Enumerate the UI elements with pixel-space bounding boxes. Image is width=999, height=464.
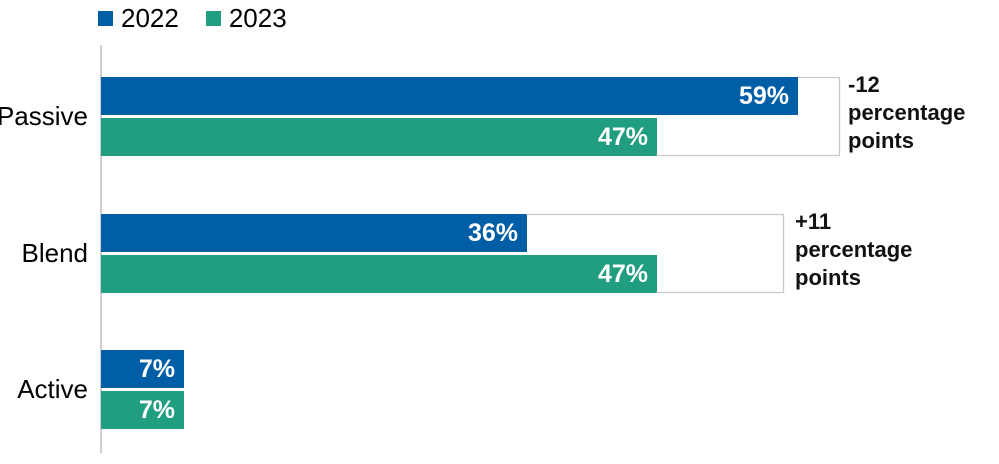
bar-passive-2022: 59% bbox=[101, 77, 798, 115]
legend-swatch-2023 bbox=[205, 10, 221, 26]
category-label-blend: Blend bbox=[21, 238, 89, 268]
legend-label-2022: 2022 bbox=[121, 3, 179, 33]
bars-active: 7% 7% bbox=[101, 350, 999, 429]
annotation-passive: -12 percentage points bbox=[848, 71, 998, 155]
category-label-passive: Passive bbox=[0, 101, 88, 131]
bar-blend-2022: 36% bbox=[101, 214, 527, 252]
annotation-line: points bbox=[848, 128, 914, 153]
legend-item-2023: 2023 bbox=[205, 3, 287, 33]
bar-active-2023: 7% bbox=[101, 391, 184, 429]
bar-value-label: 36% bbox=[467, 219, 518, 247]
bar-value-label: 47% bbox=[597, 260, 648, 288]
bar-value-label: 59% bbox=[738, 82, 789, 110]
legend-item-2022: 2022 bbox=[98, 3, 179, 33]
annotation-line: +11 bbox=[795, 209, 832, 234]
legend-label-2023: 2023 bbox=[228, 3, 287, 33]
bar-value-label: 7% bbox=[138, 396, 175, 424]
bar-value-label: 47% bbox=[597, 123, 648, 151]
bar-passive-2023: 47% bbox=[101, 118, 657, 156]
bar-value-label: 7% bbox=[138, 355, 175, 383]
bar-active-2022: 7% bbox=[101, 350, 184, 388]
annotation-blend: +11 percentage points bbox=[795, 208, 945, 292]
category-label-active: Active bbox=[17, 374, 88, 404]
annotation-line: points bbox=[795, 265, 861, 290]
annotation-line: percentage bbox=[795, 237, 913, 262]
annotation-line: -12 bbox=[848, 72, 880, 97]
bar-blend-2023: 47% bbox=[101, 255, 657, 293]
category-row-active: Active 7% 7% bbox=[0, 350, 999, 429]
annotation-line: percentage bbox=[848, 100, 966, 125]
legend-swatch-2022 bbox=[98, 10, 113, 26]
chart-legend: 2022 2023 bbox=[98, 3, 287, 33]
